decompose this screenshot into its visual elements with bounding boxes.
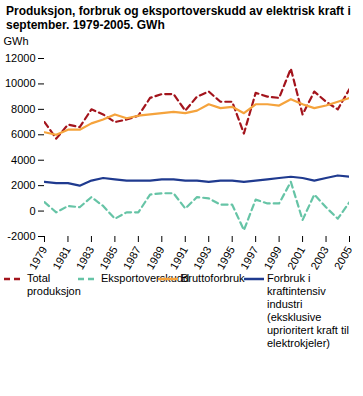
- svg-text:1995: 1995: [214, 244, 237, 270]
- svg-text:2005: 2005: [332, 244, 355, 270]
- svg-text:1985: 1985: [97, 244, 120, 270]
- svg-text:6000: 6000: [11, 128, 35, 140]
- svg-text:2000: 2000: [11, 179, 35, 191]
- svg-text:2001: 2001: [285, 244, 308, 270]
- svg-text:2003: 2003: [308, 244, 331, 270]
- svg-text:1983: 1983: [74, 244, 97, 270]
- svg-text:1979: 1979: [27, 244, 50, 270]
- svg-text:1989: 1989: [144, 244, 167, 270]
- svg-text:GWh: GWh: [4, 35, 29, 47]
- svg-text:1997: 1997: [238, 244, 261, 270]
- svg-text:1999: 1999: [261, 244, 284, 270]
- html-text:Bruttoforbruk: Bruttoforbruk: [181, 272, 245, 284]
- html-text:Eksportoverskudd: Eksportoverskudd: [101, 272, 189, 284]
- svg-text:-2000: -2000: [7, 230, 35, 242]
- svg-text:1991: 1991: [167, 244, 190, 270]
- svg-text:1987: 1987: [120, 244, 143, 270]
- svg-text:12000: 12000: [5, 52, 36, 64]
- svg-text:8000: 8000: [11, 103, 35, 115]
- svg-text:1993: 1993: [191, 244, 214, 270]
- svg-text:4000: 4000: [11, 154, 35, 166]
- svg-text:1981: 1981: [50, 244, 73, 270]
- html-text:Produksjon, forbruk og eksport: Produksjon, forbruk og eksportoverskudd …: [6, 4, 351, 32]
- html-text:Total produksjon: Total produksjon: [27, 272, 81, 297]
- svg-text:0: 0: [29, 205, 35, 217]
- svg-text:10000: 10000: [5, 77, 36, 89]
- html-text:Forbruk i kraftintensiv indust: Forbruk i kraftintensiv industri (eksklu…: [267, 272, 349, 349]
